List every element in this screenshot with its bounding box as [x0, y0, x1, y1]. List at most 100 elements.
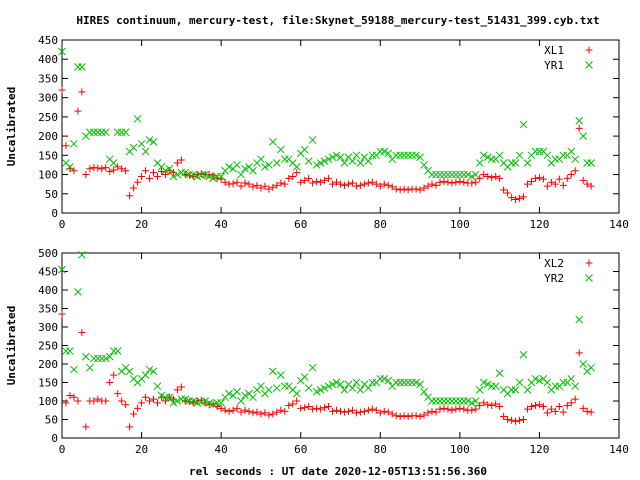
- data-point-xl1: [512, 196, 520, 204]
- data-point-xl2: [508, 416, 516, 424]
- data-point-yr2: [201, 397, 210, 405]
- data-point-yr1: [189, 170, 198, 179]
- data-point-yr2: [376, 374, 385, 383]
- data-point-xl2: [217, 404, 225, 412]
- data-point-yr2: [519, 350, 528, 359]
- data-point-yr1: [237, 170, 245, 179]
- data-point-yr2: [535, 376, 544, 385]
- data-point-xl2: [480, 399, 488, 407]
- data-point-xl2: [249, 409, 257, 417]
- data-point-xl1: [301, 176, 309, 184]
- data-point-yr1: [416, 153, 424, 162]
- data-point-yr1: [400, 151, 409, 160]
- data-point-yr1: [352, 151, 361, 160]
- data-point-xl2: [504, 416, 512, 423]
- data-point-xl1: [161, 171, 169, 179]
- data-point-xl2: [185, 398, 193, 406]
- data-point-xl2: [305, 403, 313, 411]
- data-point-xl1: [106, 167, 114, 175]
- data-point-yr1: [141, 147, 150, 156]
- data-point-yr2: [404, 378, 412, 387]
- data-point-yr1: [471, 170, 480, 179]
- data-point-xl2: [142, 393, 150, 401]
- data-point-xl1: [380, 180, 388, 188]
- data-point-yr1: [436, 170, 444, 179]
- data-point-yr1: [272, 159, 281, 167]
- data-point-yr1: [376, 147, 385, 156]
- data-point-yr1: [551, 155, 560, 164]
- y-tick-label: 50: [45, 414, 58, 427]
- data-point-xl1: [531, 174, 539, 182]
- x-tick-label: 60: [294, 443, 307, 456]
- legend-label-yr2: YR2: [544, 272, 564, 285]
- data-point-xl1: [245, 180, 253, 188]
- x-tick-label: 0: [59, 443, 66, 456]
- data-point-xl1: [508, 194, 516, 202]
- data-point-xl2: [273, 408, 281, 416]
- data-point-xl2: [293, 397, 301, 405]
- data-point-yr2: [308, 363, 317, 372]
- x-axis-label: rel seconds : UT date 2020-12-05T13:51:5…: [189, 465, 487, 478]
- data-point-xl1: [317, 178, 325, 186]
- legend-marker-xl1: [585, 46, 593, 54]
- data-point-yr2: [225, 389, 233, 398]
- data-point-yr2: [233, 387, 241, 396]
- data-point-yr1: [241, 164, 249, 173]
- data-point-xl1: [293, 169, 301, 177]
- data-point-xl2: [563, 401, 571, 409]
- data-point-yr1: [579, 132, 588, 140]
- y-tick-label: 400: [38, 284, 58, 297]
- x-tick-label: 100: [450, 218, 470, 231]
- data-point-yr2: [269, 367, 277, 376]
- data-point-xl1: [177, 156, 185, 164]
- data-point-yr2: [575, 315, 584, 324]
- data-point-yr1: [511, 159, 520, 167]
- data-point-yr2: [316, 386, 325, 394]
- data-point-yr2: [105, 352, 114, 361]
- legend-label-xl1: XL1: [544, 44, 564, 57]
- data-point-yr2: [452, 397, 460, 405]
- data-point-yr2: [456, 397, 464, 405]
- data-point-yr2: [209, 400, 218, 409]
- plot-frame: [61, 39, 620, 214]
- data-point-yr2: [408, 378, 416, 387]
- data-point-xl2: [301, 404, 309, 412]
- data-point-yr2: [217, 398, 225, 407]
- data-point-yr1: [133, 114, 142, 123]
- data-point-xl2: [535, 401, 543, 409]
- data-point-yr2: [491, 382, 500, 391]
- data-point-xl1: [567, 171, 575, 179]
- data-point-xl2: [74, 397, 82, 405]
- data-point-xl1: [273, 181, 281, 189]
- data-point-yr1: [316, 159, 325, 167]
- data-point-xl2: [436, 405, 444, 413]
- data-point-xl2: [496, 403, 504, 411]
- data-point-yr1: [523, 159, 532, 167]
- data-point-yr1: [308, 136, 317, 144]
- data-point-xl2: [285, 401, 293, 409]
- data-point-xl1: [253, 181, 261, 189]
- data-point-xl1: [62, 142, 70, 150]
- data-point-yr1: [483, 153, 492, 162]
- data-point-yr1: [440, 170, 448, 179]
- data-point-yr2: [280, 382, 289, 391]
- data-point-yr1: [201, 170, 210, 179]
- data-point-yr2: [475, 386, 484, 394]
- data-point-xl1: [416, 186, 424, 194]
- data-point-yr2: [511, 386, 520, 394]
- data-point-yr2: [165, 393, 174, 402]
- data-point-xl1: [138, 172, 146, 180]
- legend-marker-xl2: [585, 259, 593, 267]
- data-point-yr2: [507, 386, 516, 394]
- data-point-yr1: [456, 170, 464, 179]
- y-tick-label: 250: [38, 340, 58, 353]
- data-point-yr1: [97, 128, 106, 137]
- data-point-xl2: [551, 407, 559, 415]
- data-point-xl1: [468, 179, 476, 187]
- data-point-yr2: [332, 378, 341, 387]
- y-tick-label: 300: [38, 92, 58, 105]
- data-point-yr2: [272, 384, 281, 392]
- data-point-yr1: [479, 151, 488, 160]
- data-point-yr1: [101, 128, 110, 137]
- data-point-yr2: [78, 250, 86, 259]
